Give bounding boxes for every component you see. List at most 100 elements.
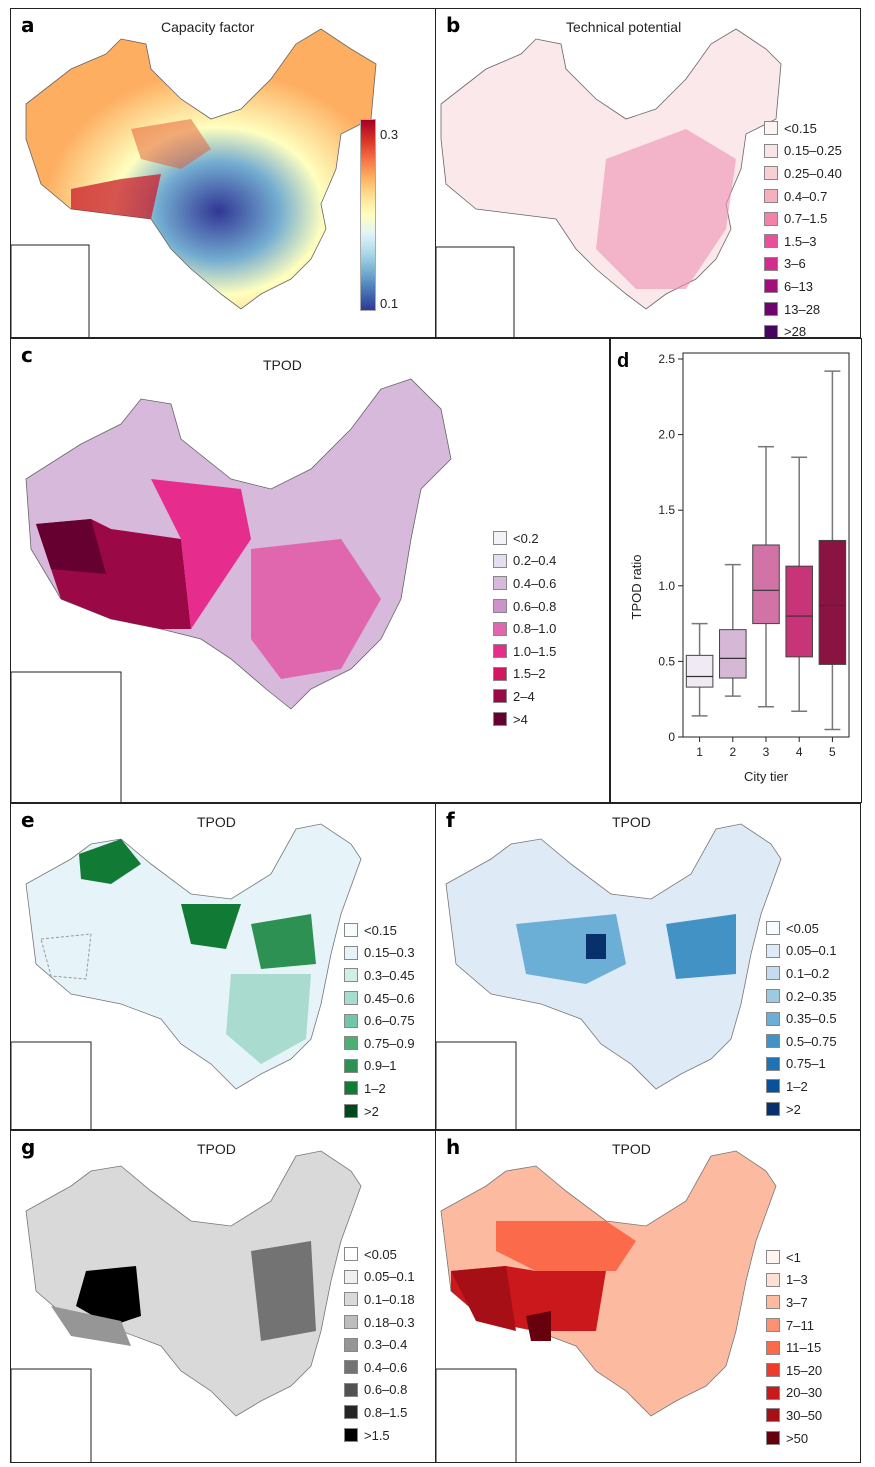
panel-f-label: f <box>446 808 455 832</box>
y-tick-label: 2.5 <box>658 352 675 366</box>
legend-label: 11–15 <box>786 1340 822 1356</box>
colorbar-min-label: 0.1 <box>380 296 399 311</box>
legend-swatch <box>344 945 358 960</box>
panel-b-legend: <0.15 0.15–0.25 0.25–0.40 0.4–0.7 0.7–1.5 1.5… <box>764 117 842 338</box>
legend-label: >4 <box>513 711 528 727</box>
legend-item: 1–2 <box>766 1075 837 1098</box>
legend-item: 0.7–1.5 <box>764 207 842 230</box>
legend-item: 1.0–1.5 <box>493 640 556 663</box>
legend-item: 0.6–0.8 <box>493 595 556 618</box>
legend-swatch <box>493 712 507 727</box>
legend-swatch <box>344 991 358 1006</box>
legend-label: 3–6 <box>784 256 806 272</box>
legend-swatch <box>493 689 507 704</box>
panel-g-title: TPOD <box>197 1141 236 1157</box>
legend-item: 0.2–0.35 <box>766 985 837 1008</box>
panel-f-title: TPOD <box>612 814 651 830</box>
legend-label: 0.35–0.5 <box>786 1011 837 1027</box>
panel-g: g TPOD <0.05 0.05–0.1 0.1–0.18 0.18–0.3 0.3–… <box>10 1130 438 1463</box>
legend-item: 0.05–0.1 <box>344 1266 415 1289</box>
panel-h-label: h <box>446 1135 461 1159</box>
panel-c-label: c <box>21 343 33 367</box>
legend-item: 1.5–3 <box>764 230 842 253</box>
legend-item: 0.4–0.6 <box>344 1356 415 1379</box>
legend-swatch <box>766 1272 780 1287</box>
legend-label: 0.3–0.4 <box>364 1337 408 1353</box>
legend-swatch <box>344 1292 358 1307</box>
legend-swatch <box>766 1385 780 1400</box>
legend-label: 0.5–0.75 <box>786 1033 837 1049</box>
legend-swatch <box>764 143 778 158</box>
legend-label: 3–7 <box>786 1294 808 1310</box>
legend-item: 0.45–0.6 <box>344 987 415 1010</box>
legend-label: 0.1–0.18 <box>364 1291 415 1307</box>
legend-item: 0.75–1 <box>766 1053 837 1076</box>
legend-item: 15–20 <box>766 1359 822 1382</box>
box-tier-1 <box>685 654 714 688</box>
legend-label: >50 <box>786 1430 809 1446</box>
legend-item: 0.6–0.8 <box>344 1379 415 1402</box>
panel-b-title: Technical potential <box>566 19 682 35</box>
legend-swatch <box>493 599 507 614</box>
panel-c-title: TPOD <box>263 357 302 373</box>
legend-label: 0.4–0.6 <box>364 1359 408 1375</box>
legend-item: <0.15 <box>344 919 415 942</box>
x-tick-label: 4 <box>796 745 803 759</box>
legend-label: <1 <box>786 1249 801 1265</box>
legend-swatch <box>764 121 778 136</box>
panel-e-title: TPOD <box>197 814 236 830</box>
legend-label: 1.0–1.5 <box>513 643 557 659</box>
legend-label: 0.6–0.8 <box>513 598 557 614</box>
technical-potential-map <box>436 28 782 337</box>
legend-swatch <box>766 1056 780 1071</box>
legend-swatch <box>493 531 507 546</box>
legend-label: 0.05–0.1 <box>786 943 837 959</box>
panel-b: b Technical potential <0.15 0.15–0.25 0.25… <box>435 8 861 338</box>
panel-f: f TPOD <0.05 0.05–0.1 0.1–0.2 0.2–0.35 0.35–… <box>435 803 861 1130</box>
legend-swatch <box>766 966 780 981</box>
legend-swatch <box>766 1431 780 1446</box>
y-tick-label: 2.0 <box>658 428 675 442</box>
legend-swatch <box>344 1036 358 1051</box>
legend-swatch <box>764 211 778 226</box>
legend-item: 0.8–1.0 <box>493 617 556 640</box>
legend-item: >2 <box>344 1100 415 1123</box>
legend-swatch <box>344 1337 358 1352</box>
legend-label: 0.8–1.5 <box>364 1404 408 1420</box>
legend-item: 1–2 <box>344 1077 415 1100</box>
y-tick-label: 0.5 <box>658 654 675 668</box>
legend-label: <0.05 <box>364 1246 397 1262</box>
box-tier-4 <box>785 565 813 658</box>
tpod-map-h <box>436 1150 777 1462</box>
legend-item: <0.05 <box>766 917 837 940</box>
legend-label: 0.75–1 <box>786 1056 826 1072</box>
panel-h-legend: <1 1–3 3–7 7–11 11–15 15–20 20–30 30–50 >50 <box>766 1246 822 1449</box>
legend-label: 13–28 <box>784 301 821 317</box>
legend-item: 0.6–0.75 <box>344 1009 415 1032</box>
legend-swatch <box>344 923 358 938</box>
capacity-factor-map <box>11 28 377 337</box>
legend-item: 7–11 <box>766 1314 822 1337</box>
legend-item: 0.75–0.9 <box>344 1032 415 1055</box>
legend-swatch <box>344 1081 358 1096</box>
legend-label: 6–13 <box>784 278 813 294</box>
tpod-map-f <box>436 823 782 1129</box>
panel-e-legend: <0.15 0.15–0.3 0.3–0.45 0.45–0.6 0.6–0.75 0.7… <box>344 919 415 1122</box>
legend-item: 6–13 <box>764 275 842 298</box>
legend-label: 15–20 <box>786 1362 823 1378</box>
legend-swatch <box>766 1408 780 1423</box>
legend-label: 1–2 <box>786 1078 808 1094</box>
x-tick-label: 2 <box>729 745 736 759</box>
legend-label: 0.05–0.1 <box>364 1269 415 1285</box>
y-tick-label: 1.0 <box>658 579 675 593</box>
panel-d-label: d <box>617 350 629 372</box>
legend-item: 13–28 <box>764 298 842 321</box>
legend-label: >28 <box>784 324 807 338</box>
legend-item: 0.1–0.18 <box>344 1288 415 1311</box>
legend-label: 7–11 <box>786 1317 814 1333</box>
panel-b-label: b <box>446 13 461 37</box>
legend-label: 0.4–0.7 <box>784 188 828 204</box>
legend-item: 0.4–0.6 <box>493 572 556 595</box>
panel-h: h TPOD <1 1–3 3–7 7–11 11–15 15–20 20–30 30–50 >… <box>435 1130 861 1463</box>
tpod-map-c <box>11 378 452 802</box>
